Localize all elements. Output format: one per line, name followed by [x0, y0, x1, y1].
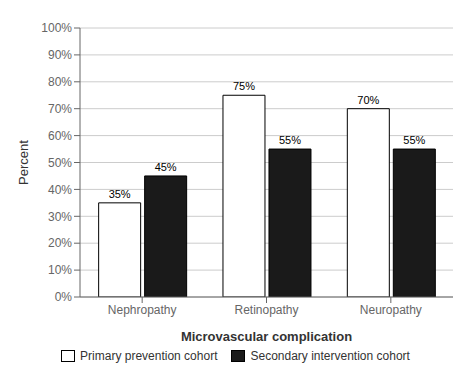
- svg-text:70%: 70%: [357, 94, 379, 106]
- svg-text:50%: 50%: [48, 156, 72, 170]
- svg-text:40%: 40%: [48, 183, 72, 197]
- svg-text:45%: 45%: [155, 161, 177, 173]
- svg-text:20%: 20%: [48, 236, 72, 250]
- svg-text:100%: 100%: [41, 21, 72, 35]
- html-text:Primary prevention cohort: Primary prevention cohort: [80, 349, 218, 363]
- svg-text:55%: 55%: [279, 134, 301, 146]
- svg-text:Retinopathy: Retinopathy: [234, 303, 298, 317]
- svg-text:35%: 35%: [109, 188, 131, 200]
- svg-text:30%: 30%: [48, 210, 72, 224]
- svg-text:Nephropathy: Nephropathy: [108, 303, 177, 317]
- svg-text:Percent: Percent: [16, 140, 31, 185]
- svg-text:10%: 10%: [48, 263, 72, 277]
- svg-text:0%: 0%: [55, 290, 73, 304]
- svg-text:80%: 80%: [48, 75, 72, 89]
- svg-text:90%: 90%: [48, 48, 72, 62]
- svg-text:55%: 55%: [403, 134, 425, 146]
- html-text:Secondary intervention cohort: Secondary intervention cohort: [250, 349, 410, 363]
- svg-text:60%: 60%: [48, 129, 72, 143]
- svg-text:75%: 75%: [233, 80, 255, 92]
- svg-text:Neuropathy: Neuropathy: [360, 303, 422, 317]
- svg-text:Microvascular complication: Microvascular complication: [181, 329, 352, 344]
- svg-text:70%: 70%: [48, 102, 72, 116]
